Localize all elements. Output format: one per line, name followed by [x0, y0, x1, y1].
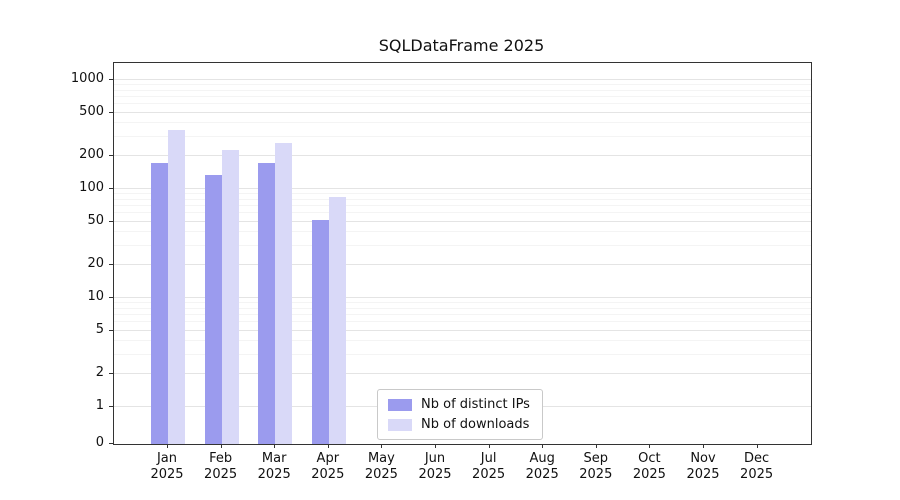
- x-tick-label-dec: Dec 2025: [740, 451, 774, 482]
- gridline-minor-900: [114, 84, 811, 85]
- x-tick-label-mar: Mar 2025: [257, 451, 291, 482]
- y-tick-label-200: 200: [79, 147, 104, 163]
- x-tick-label-may: May 2025: [364, 451, 398, 482]
- x-tick-label-jun: Jun 2025: [418, 451, 452, 482]
- gridline-minor-60: [114, 212, 811, 214]
- gridline-2: [114, 373, 811, 375]
- gridline-minor-300: [114, 136, 811, 137]
- gridline-500: [114, 111, 811, 113]
- bar-nb-of-downloads-jan: [168, 129, 185, 444]
- bar-nb-of-distinct-ips-feb: [204, 174, 222, 444]
- gridline-minor-40: [114, 231, 811, 233]
- y-tick-label-500: 500: [79, 103, 104, 119]
- x-tick-label-feb: Feb 2025: [204, 451, 238, 482]
- gridline-minor-6: [114, 321, 811, 323]
- bar-nb-of-distinct-ips-mar: [258, 162, 276, 444]
- gridline-20: [114, 264, 811, 266]
- gridline-minor-70: [114, 204, 811, 206]
- y-tick-label-1000: 1000: [70, 71, 104, 86]
- x-tick-label-nov: Nov 2025: [686, 451, 720, 482]
- gridline-10: [114, 297, 811, 298]
- gridline-minor-9: [114, 302, 811, 303]
- bar-nb-of-distinct-ips-apr: [311, 219, 329, 444]
- gridline-minor-700: [114, 95, 811, 97]
- bar-nb-of-distinct-ips-jan: [151, 162, 168, 444]
- x-tick-label-aug: Aug 2025: [525, 451, 559, 482]
- legend-label-1: Nb of downloads: [421, 417, 530, 432]
- gridline-minor-8: [114, 307, 811, 309]
- y-tick-label-20: 20: [87, 256, 104, 272]
- legend-swatch-0: [388, 398, 412, 411]
- gridline-minor-80: [114, 198, 811, 200]
- chart-title: SQLDataFrame 2025: [378, 36, 545, 55]
- gridline-100: [114, 188, 811, 189]
- x-tick-label-sep: Sep 2025: [579, 451, 613, 482]
- legend-label-0: Nb of distinct IPs: [421, 397, 530, 412]
- x-tick-label-apr: Apr 2025: [311, 451, 345, 482]
- bar-nb-of-downloads-mar: [275, 142, 293, 444]
- gridline-minor-7: [114, 313, 811, 315]
- gridline-1000: [114, 79, 811, 80]
- y-tick-label-1: 1: [95, 398, 104, 413]
- gridline-minor-4: [114, 340, 811, 342]
- y-tick-label-5: 5: [95, 321, 104, 337]
- y-tick-label-50: 50: [87, 212, 104, 228]
- gridline-5: [114, 329, 811, 331]
- gridline-50: [114, 220, 811, 222]
- gridline-minor-30: [114, 245, 811, 246]
- legend: Nb of distinct IPs Nb of downloads: [377, 389, 543, 440]
- bar-nb-of-downloads-feb: [221, 149, 239, 444]
- y-tick-label-2: 2: [95, 365, 104, 381]
- legend-row-0: Nb of distinct IPs: [388, 397, 530, 412]
- gridline-minor-600: [114, 103, 811, 105]
- y-tick-label-100: 100: [79, 180, 104, 195]
- x-tick-label-jul: Jul 2025: [472, 451, 506, 482]
- gridline-minor-3: [114, 354, 811, 355]
- bar-nb-of-downloads-apr: [328, 196, 346, 444]
- gridline-200: [114, 155, 811, 157]
- y-tick-label-0: 0: [95, 435, 104, 450]
- legend-row-1: Nb of downloads: [388, 417, 530, 432]
- plot-area: [113, 62, 812, 445]
- legend-swatch-1: [388, 418, 412, 431]
- x-tick-label-jan: Jan 2025: [150, 451, 184, 482]
- x-tick-label-oct: Oct 2025: [632, 451, 666, 482]
- y-tick-label-10: 10: [87, 289, 104, 304]
- gridline-minor-800: [114, 89, 811, 91]
- gridline-minor-90: [114, 193, 811, 194]
- gridline-minor-400: [114, 122, 811, 124]
